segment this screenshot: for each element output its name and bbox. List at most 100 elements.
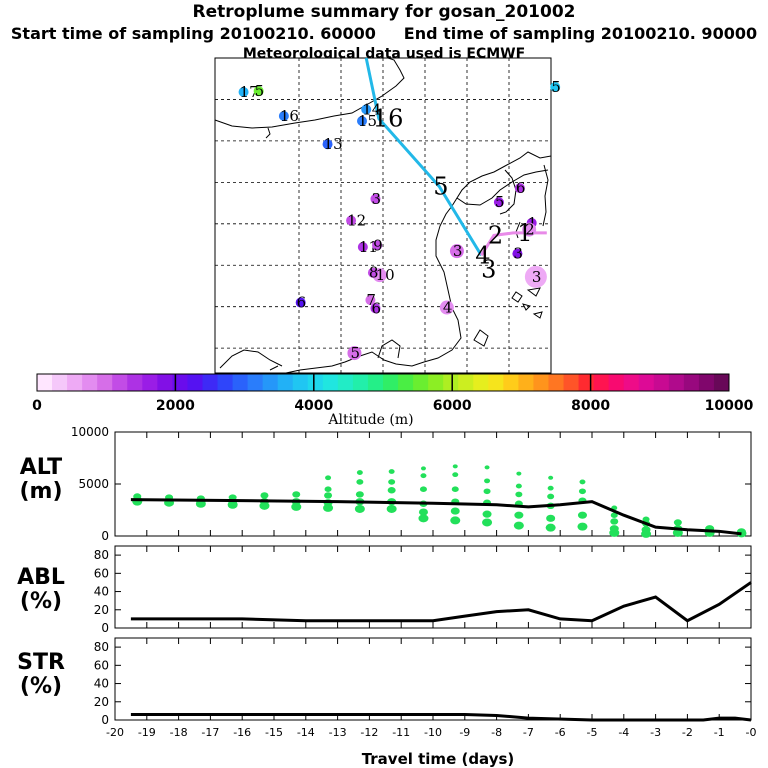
colorbar-cell: [638, 374, 655, 391]
colorbar-cell: [202, 374, 219, 391]
colorbar-cell: [367, 374, 384, 391]
trajectory-point: [367, 267, 378, 278]
colorbar-cell: [428, 374, 444, 391]
scatter-point: [420, 466, 426, 471]
sampling-time-line: Start time of sampling 20100210. 60000 E…: [0, 24, 768, 43]
panel-frame: [114, 431, 752, 537]
x-tick-label: -4: [618, 726, 629, 739]
track-label: 4: [475, 241, 490, 269]
colorbar-tick-label: 0: [32, 398, 42, 414]
panel-frame: [114, 545, 752, 629]
colorbar-cell: [683, 374, 700, 391]
track-label: 2: [488, 221, 503, 249]
map-grid: [215, 58, 551, 373]
scatter-point: [484, 478, 491, 484]
point-label: 1: [528, 214, 538, 232]
colorbar-ticks: 0 2000 4000 6000 8000 10000: [32, 374, 754, 414]
colorbar-cell: [67, 374, 83, 391]
scatter-point: [515, 483, 522, 489]
scatter-point: [325, 475, 332, 481]
colorbar-cell: [37, 374, 53, 391]
colorbar-cell: [488, 374, 504, 391]
str-unit: (%): [19, 674, 63, 699]
scatter-point: [610, 518, 619, 525]
colorbar-cell: [187, 374, 203, 391]
colorbar-tick-label: 2000: [156, 398, 195, 414]
trajectory-point: [322, 139, 333, 150]
scatter-point: [133, 493, 142, 500]
scatter-point: [451, 486, 459, 493]
end-time-label: End time of sampling 20100210. 90000: [403, 24, 758, 43]
point-label: 5: [495, 193, 505, 211]
point-label: 5: [551, 78, 561, 96]
x-tick-label: -17: [201, 726, 219, 739]
colorbar-cell: [292, 374, 309, 391]
point-label: 15: [358, 112, 377, 130]
scatter-point: [515, 491, 523, 498]
coastline: [214, 57, 552, 374]
trajectory-point: [253, 86, 264, 97]
scatter-point: [388, 479, 396, 485]
point-label: 13: [324, 135, 343, 153]
abl-unit: (%): [19, 589, 63, 614]
x-tick-label: -12: [360, 726, 378, 739]
colorbar-cell: [112, 374, 128, 391]
point-label: 3: [513, 245, 523, 263]
colorbar-cell: [322, 374, 339, 391]
scatter-point: [355, 491, 364, 498]
colorbar-cell: [518, 374, 534, 391]
point-label: 6: [371, 299, 381, 317]
trajectory-point: [372, 240, 383, 251]
y-tick-label: 0: [101, 621, 109, 635]
scatter-point: [482, 518, 493, 527]
track-label: 16: [373, 105, 404, 133]
point-label: 3: [371, 190, 381, 208]
y-tick-label: 80: [94, 640, 109, 654]
y-tick-label: 10000: [71, 425, 109, 439]
x-tick-label: -6: [555, 726, 566, 739]
colorbar-cell: [548, 374, 565, 391]
colorbar-cell: [473, 374, 489, 391]
colorbar-cell: [653, 374, 670, 391]
x-tick-label: -18: [170, 726, 188, 739]
colorbar-label: Altitude (m): [327, 412, 413, 428]
x-axis-title: Travel time (days): [362, 750, 515, 768]
colorbar-tick-label: 8000: [571, 398, 610, 414]
point-label: 4: [443, 299, 453, 317]
colorbar-cell: [623, 374, 640, 391]
point-label: 8: [369, 264, 379, 282]
point-label: 10: [376, 266, 395, 284]
scatter-point: [482, 510, 492, 518]
str-title: STR: [17, 650, 65, 675]
y-tick-label: 80: [94, 548, 109, 562]
scatter-point: [418, 514, 429, 523]
point-label: 16: [280, 107, 299, 125]
trajectory-point: [370, 193, 381, 204]
panel-frame: [114, 637, 752, 721]
colorbar-cell: [398, 374, 414, 391]
trajectory-point: [550, 82, 561, 93]
colorbar-cell: [713, 374, 730, 391]
abl-panel: 0 20 40 60 80: [94, 545, 752, 635]
scatter-point: [545, 523, 556, 532]
scatter-point: [547, 485, 554, 491]
scatter-point: [673, 519, 682, 526]
release-trajectory: [480, 231, 547, 257]
scatter-point: [418, 508, 428, 516]
scatter-point: [419, 486, 427, 493]
point-label: 9: [373, 236, 383, 254]
y-tick-label: 20: [94, 603, 109, 617]
colorbar: 0 2000 4000 6000 8000 10000 Altitude (m): [32, 373, 754, 428]
scatter-point: [516, 471, 522, 476]
scatter-point: [260, 492, 269, 499]
y-tick-label: 60: [94, 566, 109, 580]
x-tick-label: -16: [233, 726, 251, 739]
colorbar-cell: [458, 374, 474, 391]
y-tick-label: 0: [101, 529, 109, 543]
trajectory-point: [357, 116, 367, 126]
scatter-point: [514, 511, 524, 519]
